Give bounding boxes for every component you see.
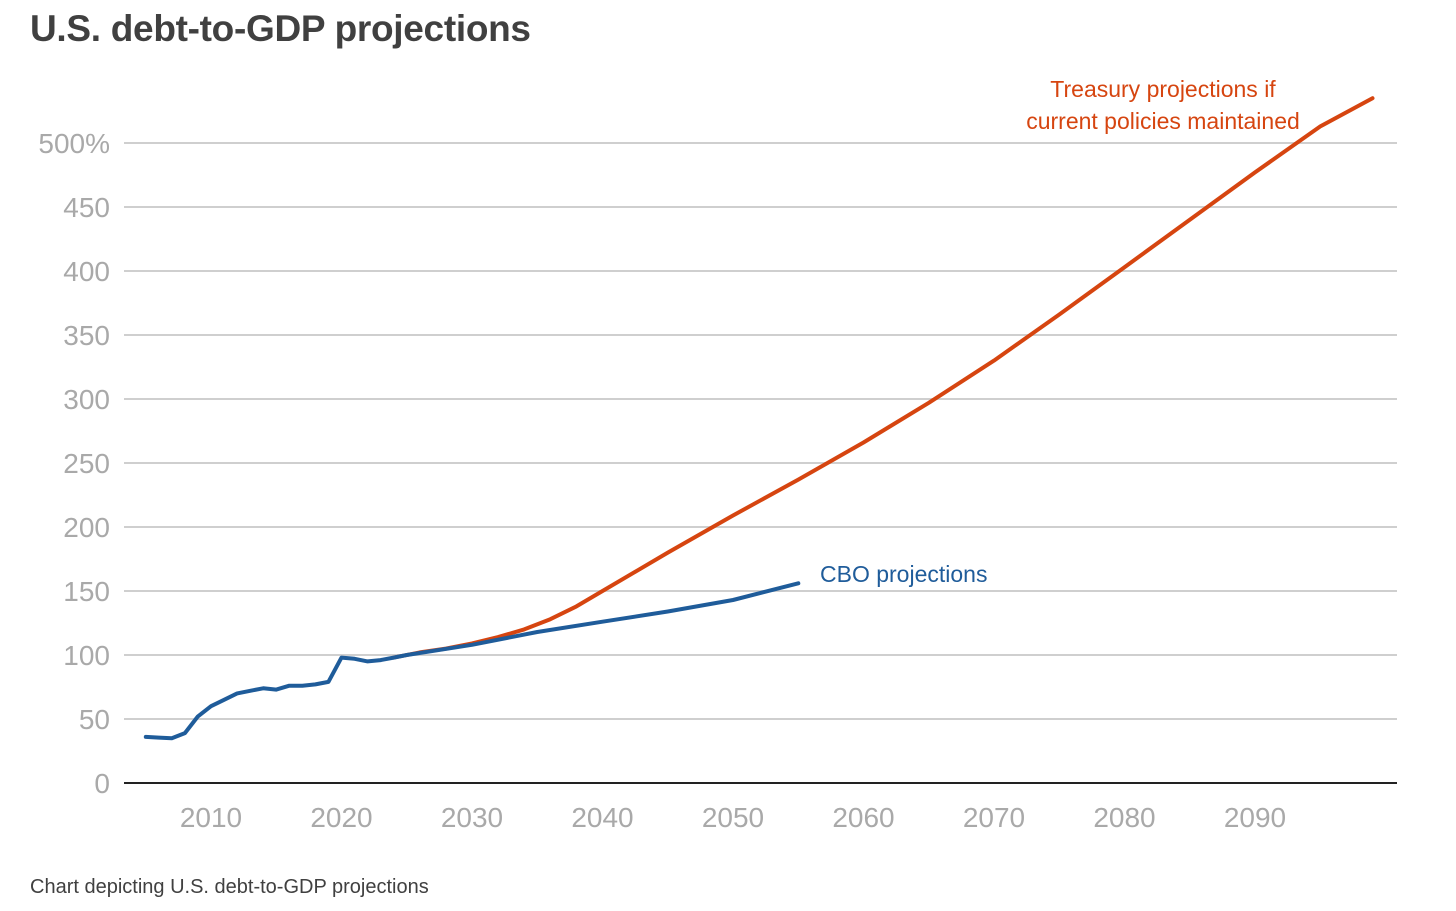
- chart-plot: 500% 450 400 350 300 250 200 150 100 50 0 2010 2020…: [38, 76, 1397, 833]
- y-tick-label: 200: [63, 512, 110, 543]
- x-tick-label: 2060: [832, 802, 894, 833]
- series-labels: Treasury projections if current policies …: [820, 76, 1300, 587]
- x-tick-label: 2040: [571, 802, 633, 833]
- x-tick-label: 2090: [1224, 802, 1286, 833]
- y-tick-label: 0: [94, 768, 110, 799]
- y-tick-label: 400: [63, 256, 110, 287]
- x-tick-label: 2030: [441, 802, 503, 833]
- cbo-series-label: CBO projections: [820, 561, 987, 587]
- gridlines: [124, 142, 1397, 720]
- cbo-line: [143, 581, 801, 741]
- y-axis-ticks: 500% 450 400 350 300 250 200 150 100 50 0: [38, 128, 110, 799]
- x-tick-label: 2050: [702, 802, 764, 833]
- chart-title: U.S. debt-to-GDP projections: [30, 8, 531, 49]
- y-tick-label: 300: [63, 384, 110, 415]
- x-tick-label: 2070: [963, 802, 1025, 833]
- y-tick-label: 450: [63, 192, 110, 223]
- x-tick-label: 2010: [180, 802, 242, 833]
- x-axis-ticks: 2010 2020 2030 2040 2050 2060 2070 2080 2090: [180, 802, 1286, 833]
- y-tick-label: 350: [63, 320, 110, 351]
- y-tick-label: 100: [63, 640, 110, 671]
- y-tick-label: 50: [79, 704, 110, 735]
- chart-caption: Chart depicting U.S. debt-to-GDP project…: [30, 876, 429, 898]
- x-tick-label: 2080: [1093, 802, 1155, 833]
- treasury-series-label: Treasury projections if: [1050, 76, 1276, 102]
- x-tick-label: 2020: [310, 802, 372, 833]
- cbo-line-group: [143, 581, 801, 741]
- y-tick-label: 250: [63, 448, 110, 479]
- treasury-series-label: current policies maintained: [1026, 108, 1300, 134]
- series-lines: [143, 96, 1375, 741]
- y-tick-label: 150: [63, 576, 110, 607]
- y-tick-label: 500%: [38, 128, 110, 159]
